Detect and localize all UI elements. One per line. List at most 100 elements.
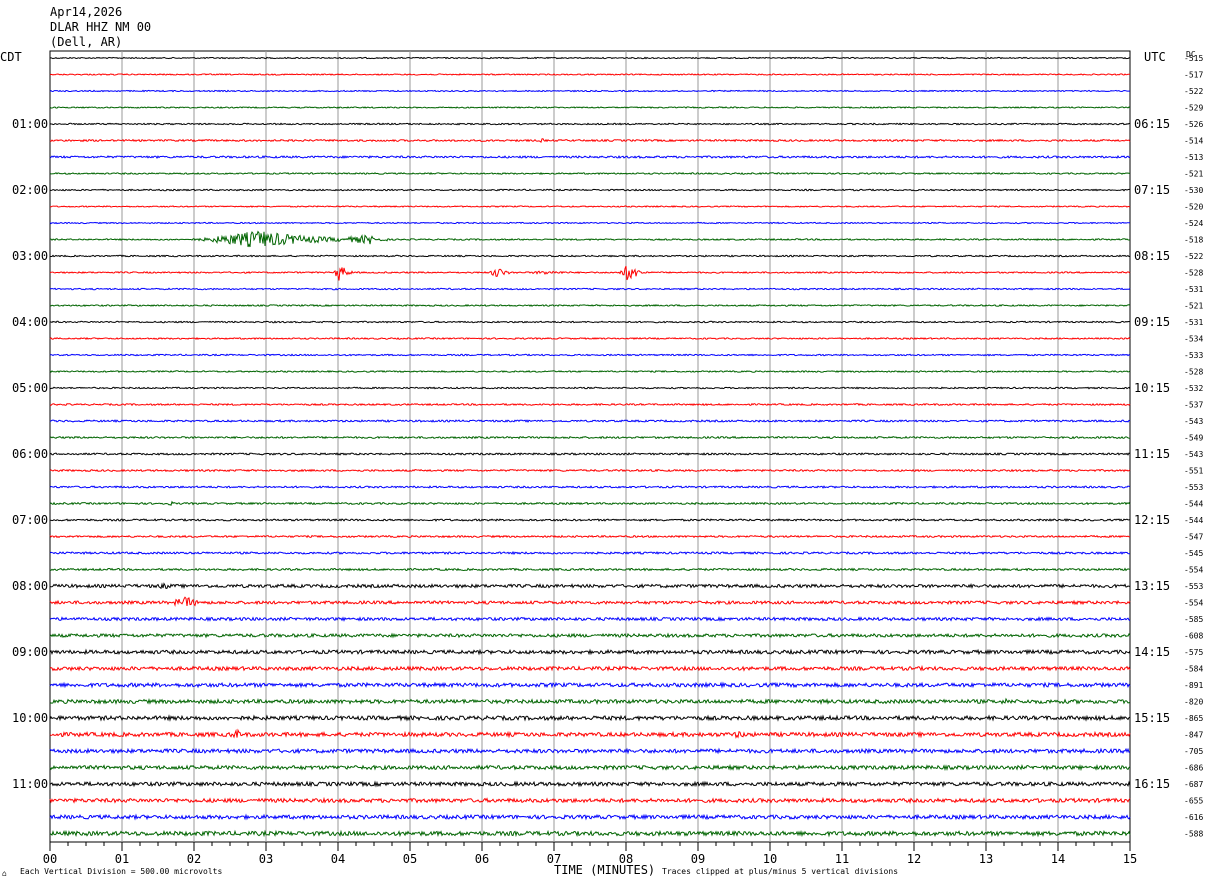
trace-39 bbox=[49, 681, 1131, 689]
trace-2 bbox=[49, 73, 1131, 76]
dc-offset: -549 bbox=[1184, 434, 1203, 443]
x-tick-label: 07 bbox=[547, 852, 561, 866]
x-tick-label: 02 bbox=[187, 852, 201, 866]
dc-offset: -588 bbox=[1184, 830, 1203, 839]
utc-label: 16:15 bbox=[1134, 777, 1170, 791]
dc-offset: -521 bbox=[1184, 170, 1203, 179]
trace-48 bbox=[49, 829, 1131, 838]
utc-label: 11:15 bbox=[1134, 447, 1170, 461]
trace-40 bbox=[49, 697, 1131, 705]
header-station: DLAR HHZ NM 00 bbox=[50, 20, 151, 34]
dc-offset: -544 bbox=[1184, 500, 1203, 509]
dc-offset: -531 bbox=[1184, 318, 1203, 327]
dc-offset: -518 bbox=[1184, 236, 1203, 245]
dc-offset: -705 bbox=[1184, 747, 1203, 756]
trace-36 bbox=[49, 632, 1131, 639]
cdt-label: 03:00 bbox=[12, 249, 48, 263]
logo-mark: ⌂ bbox=[2, 869, 7, 878]
cdt-label: 02:00 bbox=[12, 183, 48, 197]
header-date: Apr14,2026 bbox=[50, 5, 122, 19]
trace-17 bbox=[49, 320, 1131, 324]
x-tick-label: 05 bbox=[403, 852, 417, 866]
dc-offset: -554 bbox=[1184, 599, 1203, 608]
dc-offset: -513 bbox=[1184, 153, 1203, 162]
x-tick-label: 09 bbox=[691, 852, 705, 866]
trace-9 bbox=[49, 188, 1130, 192]
cdt-label: 08:00 bbox=[12, 579, 48, 593]
dc-offset: -532 bbox=[1184, 384, 1203, 393]
trace-13 bbox=[50, 254, 1131, 258]
clip-note: Traces clipped at plus/minus 5 vertical … bbox=[662, 867, 898, 876]
utc-label: 06:15 bbox=[1134, 117, 1170, 131]
dc-offset: -531 bbox=[1184, 285, 1203, 294]
header-location: (Dell, AR) bbox=[50, 35, 122, 49]
trace-35 bbox=[49, 616, 1131, 622]
dc-offset: -528 bbox=[1184, 269, 1203, 278]
cdt-label: 05:00 bbox=[12, 381, 48, 395]
trace-46 bbox=[49, 796, 1131, 804]
trace-16 bbox=[49, 303, 1131, 308]
trace-42 bbox=[49, 728, 1131, 739]
cdt-label: 11:00 bbox=[12, 777, 48, 791]
trace-45 bbox=[49, 780, 1131, 788]
dc-offset-labels: -515 -517 -522 -529 -526 -514 -513 -521 -530 -520… bbox=[1184, 54, 1203, 839]
dc-offset: -584 bbox=[1184, 665, 1203, 674]
dc-offset: -522 bbox=[1184, 252, 1203, 261]
dc-offset: -543 bbox=[1184, 417, 1203, 426]
cdt-label: 07:00 bbox=[12, 513, 48, 527]
utc-label: 12:15 bbox=[1134, 513, 1170, 527]
dc-offset: -608 bbox=[1184, 632, 1203, 641]
dc-offset: -820 bbox=[1184, 698, 1203, 707]
utc-label: 08:15 bbox=[1134, 249, 1170, 263]
dc-offset: -551 bbox=[1184, 467, 1203, 476]
cdt-label: 01:00 bbox=[12, 117, 48, 131]
dc-offset: -575 bbox=[1184, 648, 1203, 657]
dc-offset: -865 bbox=[1184, 714, 1203, 723]
minute-gridlines bbox=[121, 51, 1059, 842]
left-timezone-label: CDT bbox=[0, 50, 22, 64]
utc-label: 14:15 bbox=[1134, 645, 1170, 659]
trace-41 bbox=[49, 714, 1131, 722]
trace-24 bbox=[49, 435, 1131, 440]
x-tick-label: 10 bbox=[763, 852, 777, 866]
trace-10 bbox=[49, 205, 1131, 208]
trace-20 bbox=[49, 370, 1131, 374]
dc-offset: -514 bbox=[1184, 137, 1203, 146]
trace-47 bbox=[49, 813, 1131, 821]
trace-5 bbox=[49, 122, 1131, 126]
dc-offset: -553 bbox=[1184, 582, 1203, 591]
cdt-label: 06:00 bbox=[12, 447, 48, 461]
seismic-traces bbox=[49, 56, 1131, 838]
right-timezone-label: UTC bbox=[1144, 50, 1166, 64]
x-axis-title: TIME (MINUTES) bbox=[554, 863, 655, 877]
trace-27 bbox=[49, 485, 1131, 489]
x-tick-label: 08 bbox=[619, 852, 633, 866]
utc-label: 13:15 bbox=[1134, 579, 1170, 593]
utc-hour-labels: 06:15 07:15 08:15 09:15 10:15 11:15 12:15 13:15… bbox=[1134, 117, 1170, 791]
dc-offset: -847 bbox=[1184, 731, 1203, 740]
utc-label: 15:15 bbox=[1134, 711, 1170, 725]
x-tick-label: 14 bbox=[1051, 852, 1065, 866]
dc-offset: -530 bbox=[1184, 186, 1203, 195]
dc-offset: -528 bbox=[1184, 368, 1203, 377]
cdt-hour-labels: 01:00 02:00 03:00 04:00 05:00 06:00 07:00 08:00… bbox=[12, 117, 48, 791]
utc-label: 07:15 bbox=[1134, 183, 1170, 197]
x-tick-label: 04 bbox=[331, 852, 345, 866]
x-tick-label: 11 bbox=[835, 852, 849, 866]
trace-4 bbox=[49, 106, 1131, 109]
dc-offset: -521 bbox=[1184, 302, 1203, 311]
dc-offset: -891 bbox=[1184, 681, 1203, 690]
dc-offset: -616 bbox=[1184, 813, 1203, 822]
dc-offset: -544 bbox=[1184, 516, 1203, 525]
dc-offset: -545 bbox=[1184, 549, 1203, 558]
trace-8 bbox=[49, 171, 1131, 175]
dc-offset: -687 bbox=[1184, 780, 1203, 789]
trace-11 bbox=[49, 221, 1131, 225]
trace-15 bbox=[49, 287, 1131, 291]
trace-14 bbox=[49, 265, 1131, 281]
trace-21 bbox=[49, 386, 1131, 390]
trace-7 bbox=[49, 154, 1131, 159]
dc-offset: -533 bbox=[1184, 351, 1203, 360]
x-tick-label: 12 bbox=[907, 852, 921, 866]
